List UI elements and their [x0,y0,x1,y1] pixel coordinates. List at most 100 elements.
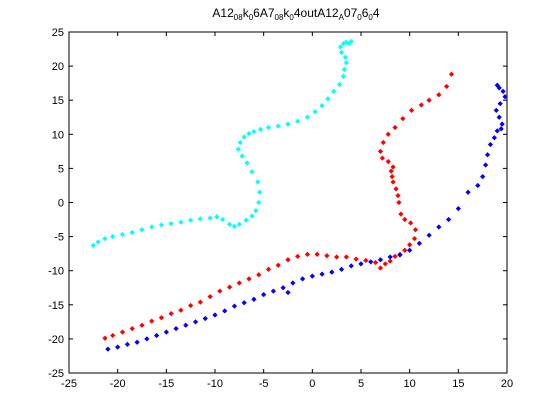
data-point [392,253,398,260]
data-point [448,71,455,77]
data-point [411,236,418,242]
data-point [226,221,233,227]
data-point [249,213,255,219]
data-point [400,115,406,122]
x-tick-label: -25 [61,378,77,390]
data-point [261,291,267,298]
x-tick-label: 10 [404,378,416,390]
data-point [295,118,301,124]
data-point [105,346,111,352]
data-point [212,312,218,318]
data-point [244,160,250,166]
data-point [304,114,311,120]
data-point [256,272,262,278]
title-part: 0 [357,13,362,22]
data-point [496,114,502,120]
data-point [407,242,413,248]
title-part: k [283,6,290,20]
data-point [319,271,325,277]
data-point [329,269,335,275]
data-point [408,220,414,226]
data-point [487,141,494,148]
data-point [119,231,126,238]
data-point [207,215,213,221]
data-point [265,124,272,131]
data-point [275,262,281,268]
x-tick-label: 0 [309,378,315,390]
data-point [129,326,135,332]
data-point [390,179,396,185]
data-point [129,229,135,236]
data-point [387,254,393,260]
data-point [290,280,296,286]
data-point [388,168,394,174]
data-point [95,239,101,245]
data-point [214,214,220,220]
data-point [396,199,402,206]
data-point [231,303,238,309]
data-point [299,276,306,282]
data-point [395,193,401,199]
data-point [324,253,330,259]
y-tick-label: -10 [48,266,64,278]
data-point [246,276,252,282]
chart-title: A1208k06A708k04outA12A070604 [212,6,379,22]
data-point [207,293,213,300]
data-point [249,169,255,175]
data-point [325,96,331,102]
data-point [319,103,325,109]
data-point [377,257,384,263]
title-part: 6A7 [253,6,275,20]
data-point [270,288,277,294]
data-point [392,124,398,131]
data-point [163,329,169,335]
y-tick-label: -15 [48,300,64,312]
data-point [455,206,461,212]
data-point [397,252,403,258]
data-point [336,81,343,88]
data-point [348,263,354,269]
data-point [491,135,497,141]
data-point [408,107,415,114]
title-part: 4 [373,6,380,20]
title-part: A12 [212,6,234,20]
data-point [353,256,359,262]
data-point [280,285,286,291]
title-part: 0 [249,13,254,22]
data-point [257,189,263,195]
data-point [295,253,301,260]
data-point [465,189,471,195]
data-point [380,139,387,146]
axis-ticks: -25 -20 -15 -10 -5 0 5 10 15 20 -25 -20 -15 -10 -5 0 5 10… [48,27,513,390]
data-point [119,329,126,335]
data-point [494,128,500,134]
data-point [342,54,349,60]
title-part: 0 [368,13,373,22]
data-point [340,73,347,79]
data-point [385,131,391,137]
data-point [393,186,399,192]
y-tick-label: -5 [54,232,64,244]
data-point [426,97,432,103]
data-point [102,236,108,242]
data-point [494,82,500,88]
data-point [239,153,245,159]
data-point [258,126,264,133]
data-point [197,299,204,305]
data-point [202,315,208,322]
title-part: 07 [344,6,358,20]
series-0 [90,38,354,249]
data-point [484,152,491,158]
series-1 [102,71,455,341]
title-part: A [339,13,345,22]
data-point [90,242,96,249]
x-tick-label: 20 [501,378,513,390]
data-point [168,221,174,227]
data-point [102,335,108,341]
data-point [251,296,257,302]
data-point [343,60,350,66]
data-point [377,265,384,271]
data-point [372,259,379,266]
data-point [139,227,145,233]
